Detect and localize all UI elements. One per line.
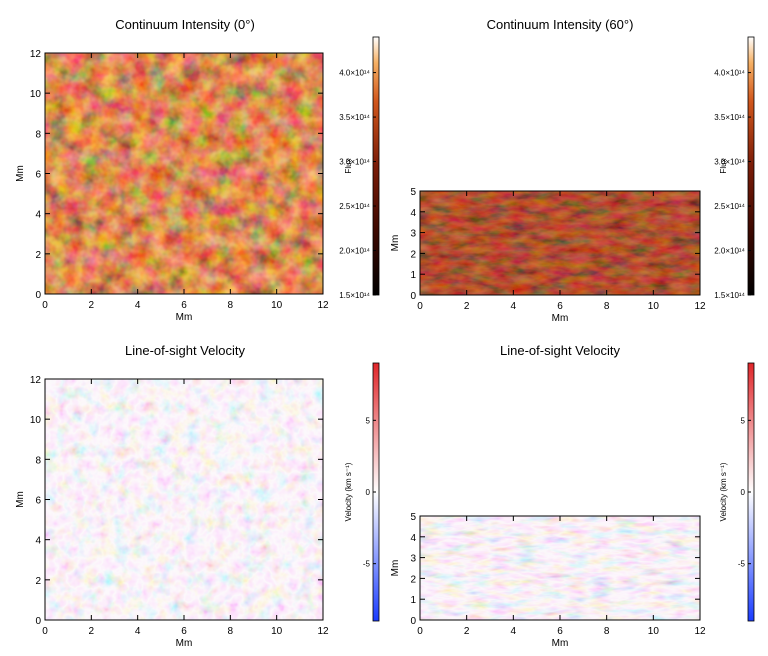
- x-tick-label: 8: [228, 300, 234, 311]
- y-tick-label: 5: [410, 512, 416, 523]
- y-tick-label: 1: [410, 270, 416, 281]
- colorbar-tick-label: 2.0×10¹⁴: [714, 247, 745, 256]
- x-tick-label: 10: [648, 301, 660, 312]
- x-tick-label: 2: [89, 626, 95, 637]
- velocity-0-chart: 0 2 4 6 8 10 12 0 2 4 6 8 10 12 Mm Mm -5 0 5 Velocity (km s…: [15, 362, 380, 649]
- colorbar-tick-label: 4.0×10¹⁴: [339, 69, 370, 78]
- heatmap-field: [420, 516, 700, 620]
- y-tick-label: 0: [35, 290, 41, 301]
- x-tick-label: 8: [604, 626, 610, 637]
- y-tick-label: 4: [35, 536, 41, 547]
- colorbar-tick-label: 0: [741, 488, 746, 497]
- x-tick-label: 10: [271, 626, 283, 637]
- x-tick-label: 8: [604, 301, 610, 312]
- x-tick-label: 0: [42, 300, 48, 311]
- colorbar-tick-label: 5: [741, 416, 746, 425]
- y-tick-label: 4: [35, 210, 41, 221]
- colorbar-label: Velocity (km s⁻¹): [719, 462, 728, 521]
- x-tick-label: 12: [317, 300, 329, 311]
- x-tick-label: 10: [271, 300, 283, 311]
- x-tick-label: 10: [648, 626, 660, 637]
- x-tick-label: 4: [511, 626, 517, 637]
- x-tick-label: 12: [694, 301, 706, 312]
- intensity-0-chart: 0 2 4 6 8 10 12 0 2 4 6 8 10 12 Mm Mm 1.5×10¹⁴ 2.0×10¹⁴ 2.…: [15, 36, 380, 323]
- x-tick-label: 0: [417, 626, 423, 637]
- y-tick-label: 8: [35, 455, 41, 466]
- x-tick-label: 6: [181, 300, 187, 311]
- x-tick-label: 6: [557, 626, 563, 637]
- colorbar-tick-label: 3.0×10¹⁴: [339, 158, 370, 167]
- panel-3-title: Line-of-sight Velocity: [125, 343, 245, 358]
- y-tick-label: 10: [30, 89, 42, 100]
- colorbar-tick-label: 4.0×10¹⁴: [714, 69, 745, 78]
- heatmap-field: [45, 53, 323, 294]
- panel-2-title: Continuum Intensity (60°): [486, 17, 634, 32]
- y-tick-label: 12: [30, 375, 42, 386]
- y-tick-label: 12: [30, 49, 42, 60]
- x-tick-label: 12: [694, 626, 706, 637]
- colorbar-tick-label: 3.5×10¹⁴: [339, 113, 370, 122]
- x-tick-label: 6: [181, 626, 187, 637]
- x-tick-label: 8: [228, 626, 234, 637]
- y-tick-label: 1: [410, 595, 416, 606]
- colorbar-tick-label: 3.0×10¹⁴: [714, 158, 745, 167]
- x-tick-label: 6: [557, 301, 563, 312]
- y-axis-label: Mm: [15, 165, 26, 182]
- heatmap-field: [45, 379, 323, 620]
- y-tick-label: 5: [410, 187, 416, 198]
- colorbar-tick-label: 0: [366, 488, 371, 497]
- x-tick-label: 4: [135, 626, 141, 637]
- x-axis-label: Mm: [552, 638, 569, 649]
- y-tick-label: 4: [410, 533, 416, 544]
- y-tick-label: 3: [410, 554, 416, 565]
- x-axis-label: Mm: [176, 638, 193, 649]
- colorbar-tick-label: 1.5×10¹⁴: [339, 291, 370, 300]
- y-axis-label: Mm: [390, 560, 401, 577]
- panel-4-title: Line-of-sight Velocity: [500, 343, 620, 358]
- y-tick-label: 10: [30, 415, 42, 426]
- heatmap-field: [420, 191, 700, 295]
- y-tick-label: 6: [35, 496, 41, 507]
- x-tick-label: 2: [464, 626, 470, 637]
- intensity-60-chart: 0 2 4 6 8 10 12012345MmMm1.5×10¹⁴2.0×10¹⁴2.5×1…: [390, 36, 755, 324]
- y-axis-label: Mm: [15, 491, 26, 508]
- y-tick-label: 0: [35, 616, 41, 627]
- colorbar-tick-label: 2.5×10¹⁴: [714, 202, 745, 211]
- x-tick-label: 0: [42, 626, 48, 637]
- x-tick-label: 2: [89, 300, 95, 311]
- y-tick-label: 4: [410, 208, 416, 219]
- y-tick-label: 2: [410, 249, 416, 260]
- y-tick-label: 0: [410, 616, 416, 627]
- y-tick-label: 6: [35, 170, 41, 181]
- y-tick-label: 2: [35, 576, 41, 587]
- y-tick-label: 8: [35, 129, 41, 140]
- y-tick-label: 3: [410, 229, 416, 240]
- y-tick-label: 2: [410, 574, 416, 585]
- x-tick-label: 4: [511, 301, 517, 312]
- x-tick-label: 0: [417, 301, 423, 312]
- x-tick-label: 2: [464, 301, 470, 312]
- colorbar-label: Flux: [719, 158, 728, 173]
- colorbar: [747, 36, 755, 296]
- y-tick-label: 2: [35, 250, 41, 261]
- colorbar-label: Velocity (km s⁻¹): [344, 462, 353, 521]
- colorbar-label: Flux: [344, 158, 353, 173]
- colorbar-tick-label: -5: [738, 560, 746, 569]
- colorbar-tick-label: 5: [366, 416, 371, 425]
- x-tick-label: 4: [135, 300, 141, 311]
- colorbar: [372, 36, 380, 296]
- panel-1-title: Continuum Intensity (0°): [115, 17, 255, 32]
- x-axis-label: Mm: [176, 312, 193, 323]
- colorbar-tick-label: 2.0×10¹⁴: [339, 247, 370, 256]
- colorbar-tick-label: -5: [363, 560, 371, 569]
- y-tick-label: 0: [410, 291, 416, 302]
- y-axis-label: Mm: [390, 235, 401, 252]
- x-tick-label: 12: [317, 626, 329, 637]
- colorbar-tick-label: 3.5×10¹⁴: [714, 113, 745, 122]
- colorbar-tick-label: 1.5×10¹⁴: [714, 291, 745, 300]
- colorbar-tick-label: 2.5×10¹⁴: [339, 202, 370, 211]
- x-axis-label: Mm: [552, 313, 569, 324]
